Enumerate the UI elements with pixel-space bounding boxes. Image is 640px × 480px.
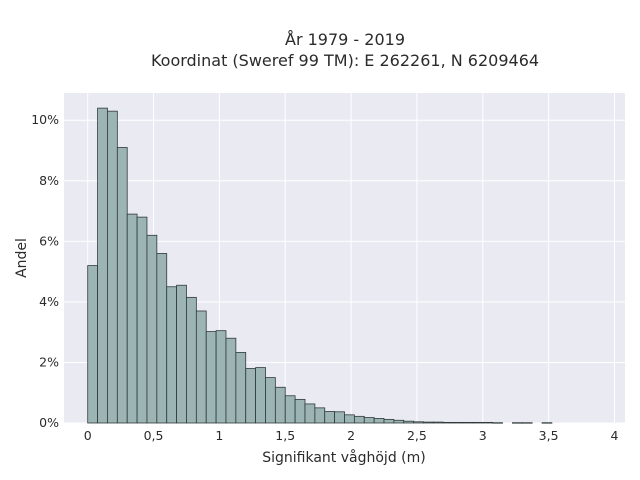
histogram-bar-38 [462, 421, 474, 424]
histogram-bar-7 [156, 253, 168, 424]
histogram-bar-41 [492, 422, 503, 424]
histogram-bar-22 [304, 403, 316, 424]
x-axis-label: Signifikant våghöjd (m) [262, 449, 425, 466]
histogram-bar-43 [512, 422, 523, 424]
histogram-bar-2 [107, 110, 118, 424]
y-tick-label-3: 6% [39, 233, 59, 248]
chart-title-line-2: Koordinat (Sweref 99 TM): E 262261, N 62… [151, 51, 539, 70]
histogram-bar-16 [245, 368, 257, 424]
histogram-bar-23 [314, 407, 326, 424]
y-axis-ticks: 0% 2% 4% 6% 8% 10% [31, 112, 59, 430]
histogram-bar-6 [146, 234, 158, 424]
y-tick-label-2: 4% [39, 294, 59, 309]
histogram-bar-19 [274, 386, 286, 424]
y-axis-label: Andel [14, 238, 30, 278]
x-axis-ticks: 0 0,5 1 1,5 2 2,5 3 3,5 4 [84, 428, 619, 443]
histogram-bar-28 [363, 417, 375, 424]
histogram-bar-9 [176, 284, 187, 424]
histogram-bar-32 [403, 420, 415, 424]
histogram-bar-20 [284, 395, 296, 424]
x-tick-label-8: 4 [610, 428, 618, 443]
histogram-bar-39 [472, 421, 484, 424]
histogram-bar-12 [205, 331, 217, 424]
x-tick-label-0: 0 [84, 428, 92, 443]
x-tick-label-5: 2,5 [407, 428, 427, 443]
histogram-bar-10 [186, 296, 197, 424]
histogram-bar-30 [383, 418, 395, 424]
x-tick-label-6: 3 [479, 428, 487, 443]
histogram-bar-35 [432, 421, 444, 424]
histogram-bar-21 [294, 398, 306, 424]
histogram-bar-44 [521, 422, 533, 424]
histogram-bar-15 [235, 352, 247, 424]
histogram-bar-36 [442, 421, 454, 424]
histogram-bar-25 [334, 411, 345, 424]
histogram-bar-18 [265, 377, 276, 424]
y-tick-label-0: 0% [39, 415, 59, 430]
y-tick-label-4: 8% [39, 173, 59, 188]
histogram-bar-26 [344, 414, 355, 424]
histogram-bar-17 [255, 367, 266, 424]
histogram-bar-37 [452, 421, 464, 424]
histogram-bar-24 [324, 411, 336, 424]
histogram-bar-29 [373, 418, 385, 424]
x-tick-label-7: 3,5 [539, 428, 559, 443]
histogram-bar-14 [225, 337, 237, 424]
histogram-bar-3 [116, 147, 128, 424]
histogram-bar-4 [126, 213, 138, 424]
histogram-bar-13 [215, 330, 227, 424]
histogram-bar-8 [166, 286, 177, 424]
x-tick-label-3: 1,5 [275, 428, 295, 443]
histogram-bar-27 [353, 415, 365, 424]
histogram-bar-31 [393, 419, 405, 424]
histogram-bar-34 [423, 421, 434, 424]
y-tick-label-5: 10% [31, 112, 59, 127]
histogram-bars [87, 107, 553, 424]
histogram-bar-0 [87, 265, 98, 424]
x-tick-label-1: 0,5 [144, 428, 164, 443]
histogram-bar-40 [482, 421, 494, 424]
x-tick-label-2: 1 [215, 428, 223, 443]
x-tick-label-4: 2 [347, 428, 355, 443]
histogram-bar-1 [97, 107, 108, 424]
histogram-bar-11 [195, 310, 207, 424]
histogram-bar-46 [541, 422, 553, 424]
histogram-bar-5 [136, 216, 148, 424]
y-tick-label-1: 2% [39, 354, 59, 369]
histogram-bar-33 [413, 421, 424, 424]
chart-title-line-1: År 1979 - 2019 [285, 30, 405, 49]
